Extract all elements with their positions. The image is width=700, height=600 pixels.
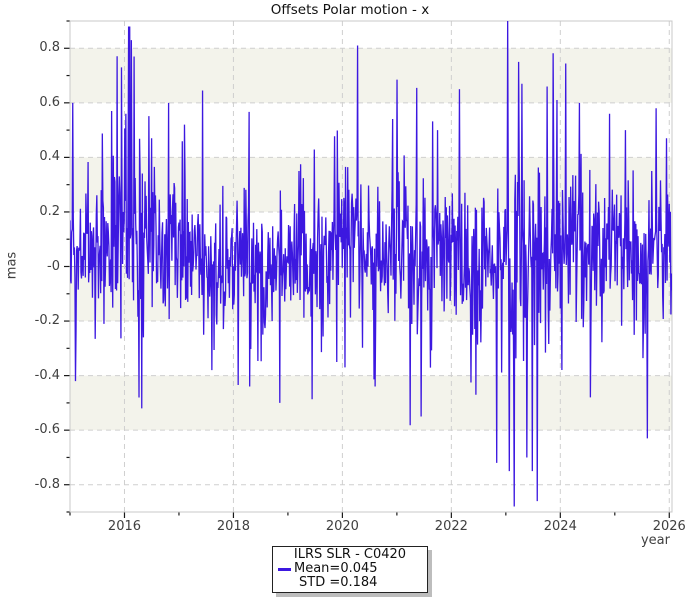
chart-title: Offsets Polar motion - x (270, 2, 430, 18)
legend-mean-value: Mean=0.045 (294, 561, 378, 576)
data-series-path (70, 21, 672, 507)
y-tick-label: 0.8 (39, 40, 60, 56)
y-tick-label: -0 (47, 258, 60, 274)
y-tick-label: 0.4 (39, 149, 60, 165)
legend-line-marker-icon (278, 568, 291, 571)
y-tick-label: 0.2 (39, 203, 60, 219)
y-tick-label: -0.8 (34, 476, 60, 492)
y-tick-label: -0.6 (34, 422, 60, 438)
x-tick-label: 2016 (107, 519, 142, 534)
x-tick-label: 2020 (325, 519, 359, 534)
zebra-band (70, 48, 672, 103)
y-tick-label: -0.2 (34, 313, 60, 329)
x-tick-label: 2018 (216, 519, 250, 534)
x-tick-label: 2026 (652, 519, 686, 534)
x-axis-title: year (640, 533, 670, 548)
y-tick-label: -0.4 (34, 367, 60, 383)
x-tick-label: 2024 (543, 519, 577, 534)
x-tick-label: 2022 (434, 519, 468, 534)
legend: ILRS SLR - C0420 Mean=0.045 STD =0.184 (272, 546, 428, 593)
legend-series-title: ILRS SLR - C0420 (293, 547, 407, 562)
y-tick-label: 0.6 (39, 94, 60, 110)
legend-std-value: STD =0.184 (299, 575, 378, 590)
zebra-band (70, 375, 672, 431)
